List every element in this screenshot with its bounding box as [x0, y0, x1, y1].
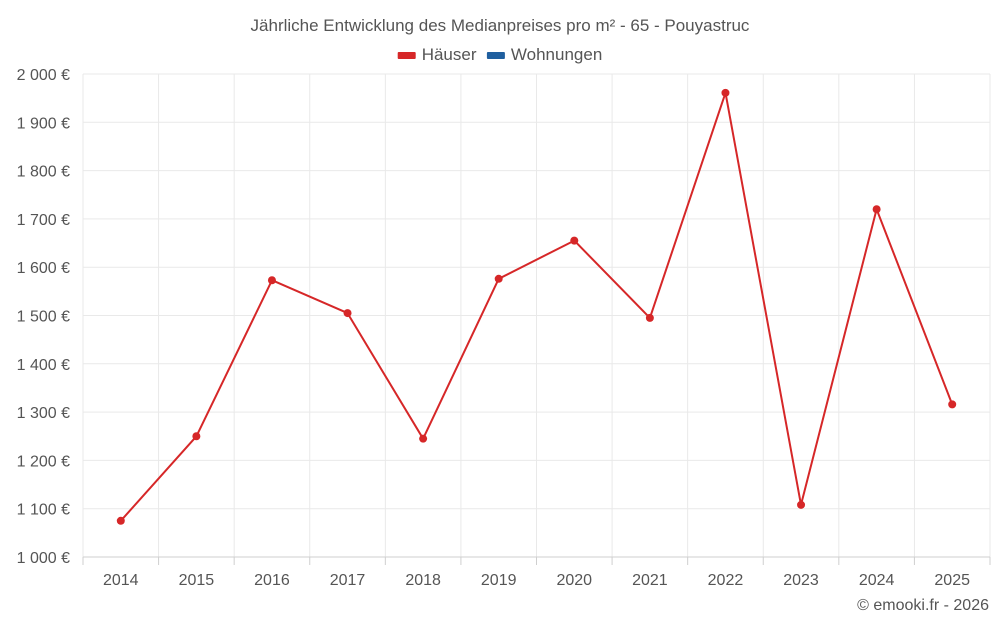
- data-point[interactable]: [948, 400, 957, 409]
- data-point[interactable]: [419, 434, 428, 443]
- x-tick-label: 2020: [556, 572, 592, 589]
- grid: [82, 73, 991, 557]
- x-tick-label: 2023: [783, 572, 819, 589]
- x-tick-label: 2015: [179, 572, 215, 589]
- y-tick-label: 1 400 €: [17, 357, 70, 374]
- legend: Häuser Wohnungen: [397, 45, 602, 64]
- legend-swatch: [486, 52, 505, 59]
- x-tick-label: 2018: [405, 572, 441, 589]
- legend-item[interactable]: Häuser: [397, 45, 477, 64]
- series-layer: [116, 88, 957, 525]
- data-point[interactable]: [343, 309, 352, 318]
- x-tick-label: 2017: [330, 572, 366, 589]
- y-tick-label: 1 900 €: [17, 115, 70, 132]
- legend-item[interactable]: Wohnungen: [486, 45, 602, 64]
- y-tick-label: 1 600 €: [17, 260, 70, 277]
- x-tick-label: 2024: [859, 572, 895, 589]
- y-tick-label: 1 800 €: [17, 164, 70, 181]
- x-tick-label: 2014: [103, 572, 139, 589]
- y-axis: 1 000 € 1 100 € 1 200 € 1 300 € 1 400 € 1 500…: [17, 67, 70, 567]
- series-line: [120, 91, 954, 522]
- data-point[interactable]: [645, 313, 654, 322]
- credit-text: © emooki.fr - 2026: [857, 597, 989, 614]
- data-point[interactable]: [494, 274, 503, 283]
- y-tick-label: 1 000 €: [17, 550, 70, 567]
- data-point[interactable]: [192, 432, 201, 441]
- data-point[interactable]: [570, 236, 579, 245]
- data-point[interactable]: [872, 205, 881, 214]
- data-point[interactable]: [267, 276, 276, 285]
- data-point[interactable]: [721, 88, 730, 97]
- x-axis: 2014 2015 2016 2017 2018 2019 2020 2021 2022 2023…: [82, 556, 991, 589]
- legend-swatch: [397, 52, 416, 59]
- x-tick-label: 2025: [934, 572, 970, 589]
- x-tick-label: 2019: [481, 572, 517, 589]
- data-point[interactable]: [797, 500, 806, 509]
- x-tick-label: 2016: [254, 572, 290, 589]
- y-tick-label: 1 100 €: [17, 502, 70, 519]
- y-tick-label: 1 300 €: [17, 405, 70, 422]
- data-point[interactable]: [116, 516, 125, 525]
- legend-label: Wohnungen: [511, 45, 602, 64]
- y-tick-label: 1 700 €: [17, 212, 70, 229]
- y-tick-label: 1 200 €: [17, 453, 70, 470]
- x-tick-label: 2022: [708, 572, 744, 589]
- y-tick-label: 1 500 €: [17, 309, 70, 326]
- chart-title: Jährliche Entwicklung des Medianpreises …: [251, 16, 750, 35]
- y-tick-label: 2 000 €: [17, 67, 70, 84]
- legend-label: Häuser: [422, 45, 477, 64]
- x-tick-label: 2021: [632, 572, 668, 589]
